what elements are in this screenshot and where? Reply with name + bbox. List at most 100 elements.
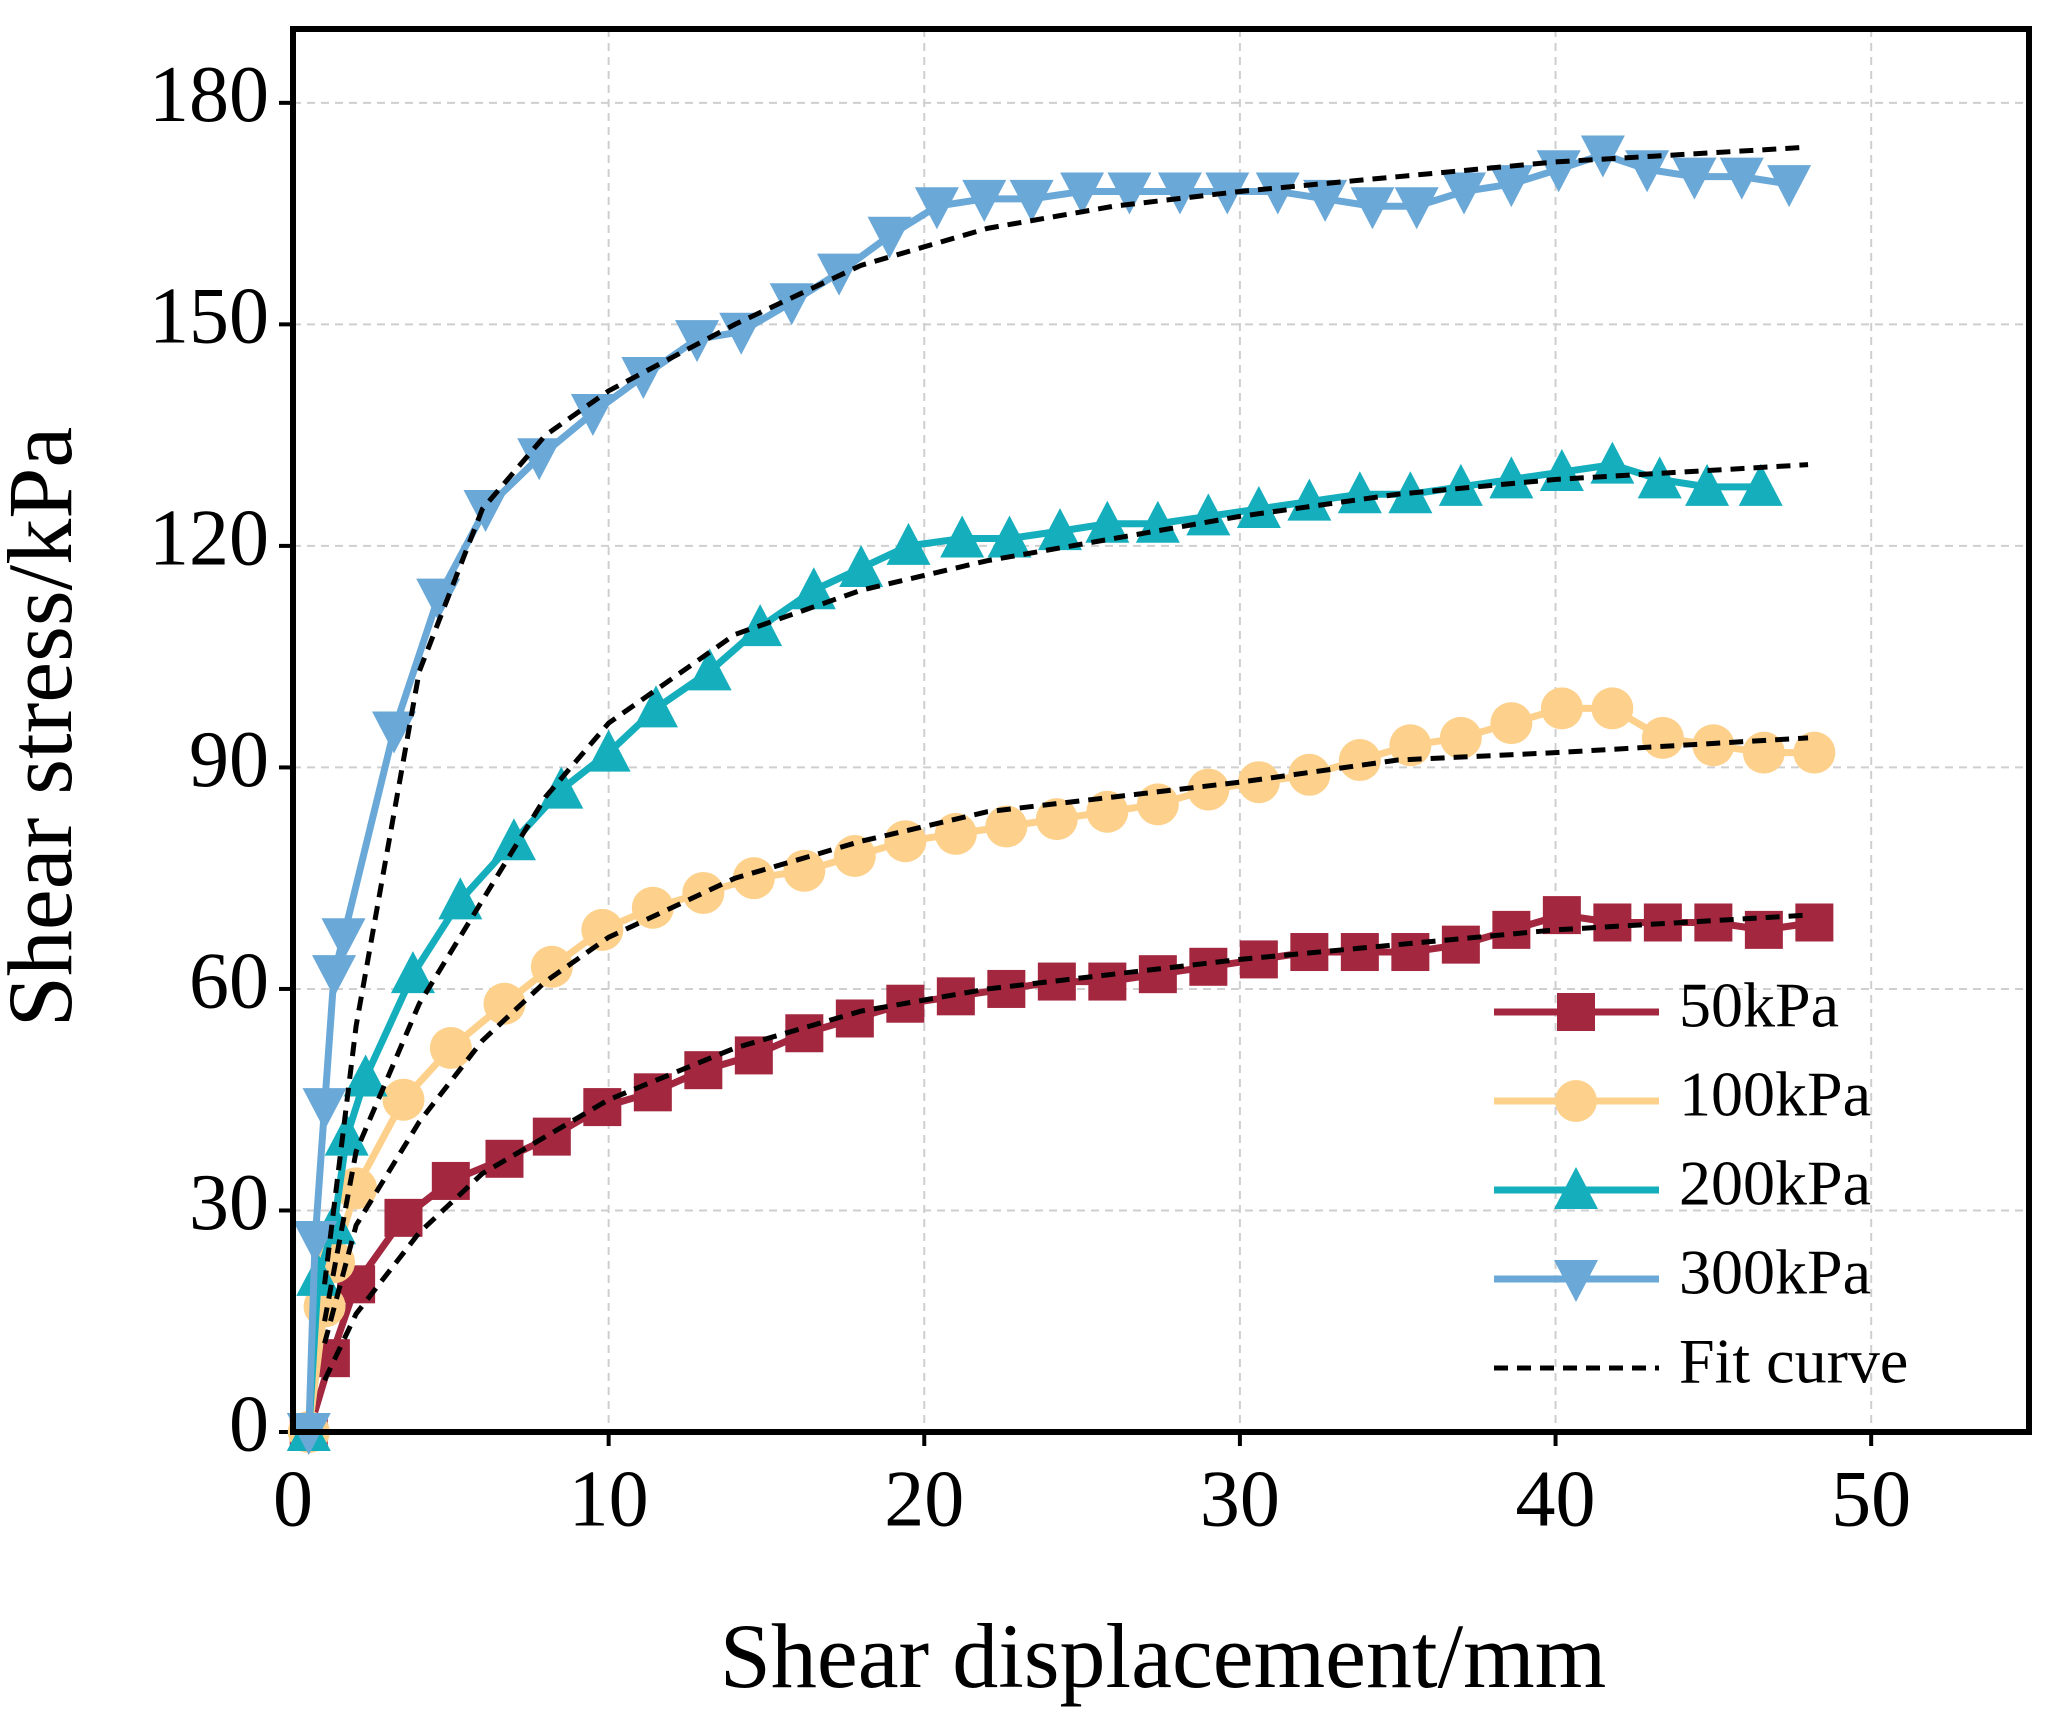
marker [839,545,884,588]
marker [682,871,725,914]
marker [539,766,584,809]
marker [1492,910,1531,949]
y-tick-label: 90 [189,716,269,804]
fit-curve [322,735,1809,1345]
marker [1637,456,1682,499]
marker [293,1221,338,1264]
marker [1088,962,1127,1001]
y-tick-label: 30 [189,1159,269,1247]
marker [1438,463,1483,506]
marker [302,1088,347,1131]
marker [517,438,562,481]
marker [1340,933,1379,972]
marker [886,522,931,565]
marker [987,515,1032,558]
marker [1338,739,1381,782]
marker [985,805,1028,848]
marker [867,216,912,259]
marker [1389,724,1432,767]
plot-frame [290,26,2032,1435]
marker [431,1161,470,1200]
marker [1719,157,1764,200]
marker [791,567,836,610]
marker [940,515,985,558]
legend-marker [1557,993,1595,1031]
marker [312,955,357,998]
marker [1394,187,1439,230]
marker [1350,187,1395,230]
marker [1489,165,1534,208]
marker [1288,753,1331,796]
marker [962,179,1007,222]
legend-label: Fit curve [1679,1326,1908,1397]
marker [483,982,526,1025]
x-tick-label: 40 [1516,1455,1596,1543]
legend-label: 50kPa [1679,970,1839,1041]
marker [1490,702,1533,745]
legend-label: 100kPa [1679,1059,1871,1130]
marker [1237,761,1280,804]
marker [1593,903,1632,942]
marker [324,1113,369,1156]
marker [1391,933,1430,972]
marker [631,886,674,929]
marker [438,877,483,920]
marker [463,489,508,532]
marker [1536,150,1581,193]
marker [384,1198,423,1237]
marker [1441,925,1480,964]
marker [1489,456,1534,499]
marker [416,578,461,621]
marker [1580,135,1625,178]
marker [382,1078,425,1121]
legend-label: 300kPa [1679,1237,1871,1308]
marker [1035,798,1078,841]
marker [1439,716,1482,759]
marker [934,812,977,855]
legend-label: 200kPa [1679,1148,1871,1219]
y-tick-label: 150 [149,273,269,361]
marker [914,187,959,230]
marker [687,648,732,691]
marker [684,1051,723,1090]
marker [633,1073,672,1112]
marker [583,1088,622,1127]
legend-marker [1554,1167,1598,1209]
marker [1442,172,1487,215]
marker [1255,172,1300,215]
fit-curve [322,462,1809,1322]
marker [1303,179,1348,222]
legend-marker [1555,1080,1597,1122]
x-tick-label: 30 [1200,1455,1280,1543]
marker [530,945,573,988]
fit-curve [322,912,1809,1382]
marker [1738,463,1783,506]
marker [429,1027,472,1070]
series-line [305,150,1790,1433]
x-tick-label: 20 [884,1455,964,1543]
y-tick-label: 60 [189,937,269,1025]
marker [1672,157,1717,200]
marker [1186,493,1231,536]
marker [581,908,624,951]
marker [570,393,615,436]
marker [1009,179,1054,222]
marker [372,711,417,754]
marker [1795,903,1834,942]
marker [586,729,631,772]
marker [719,312,764,355]
marker [1037,508,1082,551]
y-axis-label: Shear stress/kPa [0,427,91,1027]
marker [1157,172,1202,215]
marker [675,320,720,363]
marker [1641,716,1684,759]
marker [1540,687,1583,730]
y-tick-label: 0 [229,1380,269,1468]
y-tick-label: 120 [149,494,269,582]
series-line [305,461,1761,1433]
marker [1187,768,1230,811]
marker [783,849,826,892]
y-tick-label: 180 [149,51,269,139]
marker [1107,172,1152,215]
